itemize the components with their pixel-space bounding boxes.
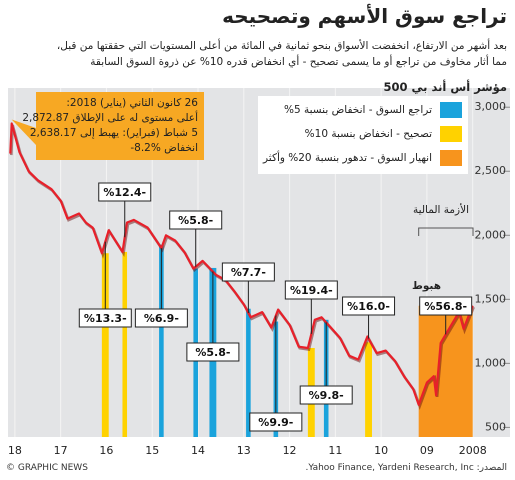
y-tick-label: 500 <box>485 420 506 433</box>
data-label: %5.8- <box>178 214 213 227</box>
label-box <box>249 412 303 432</box>
label-box <box>98 182 152 202</box>
correction-bar <box>159 244 164 437</box>
x-tick-label: 13 <box>237 444 251 457</box>
label-box <box>169 210 223 230</box>
x-tick-label: 2008 <box>459 444 487 457</box>
data-label: %16.0- <box>347 300 390 313</box>
legend: تراجع السوق - انخفاض بنسبة 5% تصحيح - انخ… <box>258 96 468 174</box>
legend-entry: تصحيح - انخفاض بنسبة 10% <box>305 126 462 142</box>
data-label: %9.9- <box>258 416 293 429</box>
legend-label: انهيار السوق - تدهور بنسبة 20% وأكثر <box>262 152 432 164</box>
annotation-line: أعلى مستوى له على الإطلاق 2,872.87 <box>22 112 198 124</box>
data-label: %19.4- <box>290 284 333 297</box>
label-box <box>284 280 338 300</box>
correction-bar <box>101 253 109 437</box>
label-box <box>419 296 473 316</box>
crisis-label: الأزمة المالية <box>413 204 469 216</box>
y-tick-label: 2,500 <box>475 164 507 177</box>
y-tick-label: 3,000 <box>475 100 507 113</box>
data-label: %5.8- <box>195 346 230 359</box>
legend-entry: تراجع السوق - انخفاض بنسبة 5% <box>284 102 462 118</box>
credit: © GRAPHIC NEWS <box>6 463 88 473</box>
x-tick-label: 15 <box>145 444 159 457</box>
data-label: %13.3- <box>84 312 127 325</box>
x-tick-label: 17 <box>54 444 68 457</box>
data-label: %56.8- <box>424 300 467 313</box>
data-label: %12.4- <box>103 186 146 199</box>
y-axis-title: مؤشر أس أند بي 500 <box>383 80 508 94</box>
source: المصدر: Yahoo Finance, Yardeni Research,… <box>305 463 507 473</box>
correction-bar <box>122 251 128 437</box>
y-tick-label: 2,000 <box>475 228 507 241</box>
legend-swatch <box>440 150 462 166</box>
crisis-bracket <box>418 227 474 236</box>
x-tick-label: 10 <box>374 444 388 457</box>
correction-bar <box>246 308 251 437</box>
legend-swatch <box>440 126 462 142</box>
x-tick-label: 16 <box>99 444 113 457</box>
y-tick-label: 1,000 <box>475 356 507 369</box>
data-label: %6.9- <box>144 312 179 325</box>
legend-entry: انهيار السوق - تدهور بنسبة 20% وأكثر <box>263 150 462 166</box>
x-tick-label: 09 <box>420 444 434 457</box>
legend-swatch <box>440 102 462 118</box>
annotation-line: 26 كانون الثاني (يناير) 2018: <box>66 97 198 109</box>
x-tick-label: 14 <box>191 444 205 457</box>
annotation-pointer <box>11 119 36 145</box>
annotation: 26 كانون الثاني (يناير) 2018: أعلى مستوى … <box>22 92 204 160</box>
legend-label: تصحيح - انخفاض بنسبة 10% <box>304 128 432 140</box>
y-tick-label: 1,500 <box>475 292 507 305</box>
subtitle: مما أثار مخاوف من تراجع أو ما يسمى تصحيح… <box>90 56 507 68</box>
data-label: %9.8- <box>309 389 344 402</box>
x-tick-label: 18 <box>8 444 22 457</box>
label-box <box>342 296 396 316</box>
legend-label: تراجع السوق - انخفاض بنسبة 5% <box>284 104 432 116</box>
annotation-line: 5 شباط (فبراير): يهبط إلى 2,638.17 <box>29 127 198 139</box>
x-tick-label: 11 <box>328 444 342 457</box>
annotation-line: انخفاض %8.2- <box>130 142 198 154</box>
label-box <box>134 308 188 328</box>
label-box <box>299 385 353 405</box>
chart-title: تراجع سوق الأسهم وتصحيحه <box>222 4 507 28</box>
subtitle: بعد أشهر من الارتفاع، انخفضت الأسواق بنح… <box>56 40 507 52</box>
drop-label: هبوط <box>411 280 441 292</box>
label-box <box>186 342 240 362</box>
line <box>9 122 474 406</box>
label-box <box>221 262 275 282</box>
correction-bar <box>365 342 372 437</box>
data-label: %7.7- <box>231 266 266 279</box>
x-tick-label: 12 <box>283 444 297 457</box>
label-box <box>78 308 132 328</box>
